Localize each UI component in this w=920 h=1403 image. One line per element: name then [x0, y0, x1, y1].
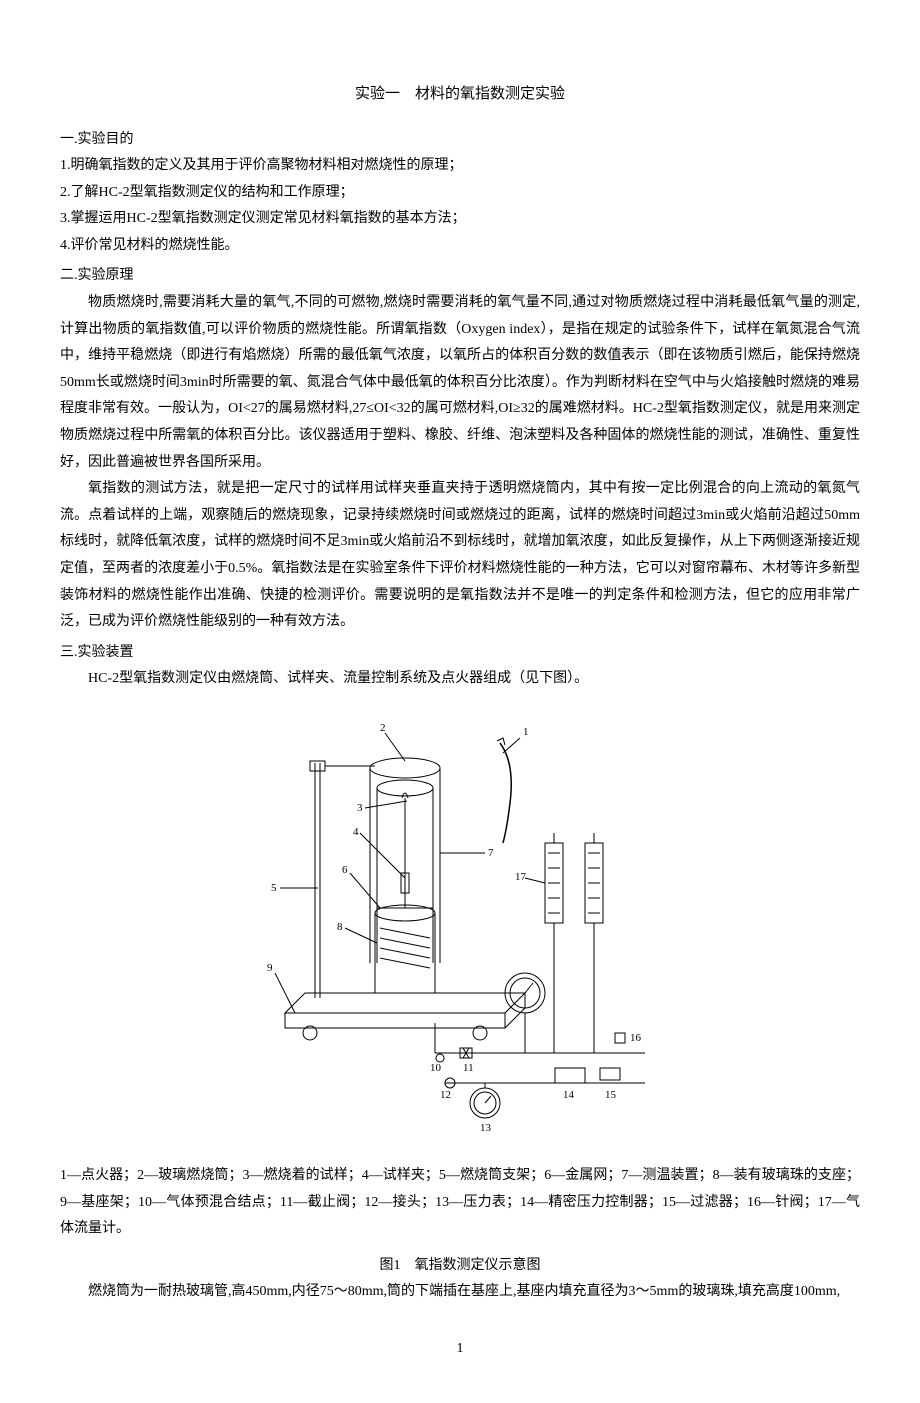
label-12: 12 [440, 1089, 451, 1101]
label-11: 11 [463, 1062, 474, 1074]
figure-title: 图1 氧指数测定仪示意图 [60, 1253, 860, 1280]
figure-caption-list: 1—点火器；2—玻璃燃烧筒；3—燃烧着的试样；4—试样夹；5—燃烧筒支架；6—金… [60, 1163, 860, 1243]
section3-heading: 三.实验装置 [60, 640, 860, 667]
objective-item: 4.评价常见材料的燃烧性能。 [60, 233, 860, 260]
label-7: 7 [488, 847, 494, 859]
objective-item: 1.明确氧指数的定义及其用于评价高聚物材料相对燃烧性的原理； [60, 153, 860, 180]
label-17: 17 [515, 871, 527, 883]
label-14: 14 [563, 1089, 575, 1101]
label-10: 10 [430, 1062, 442, 1074]
label-3: 3 [357, 802, 363, 814]
principle-para2: 氧指数的测试方法，就是把一定尺寸的试样用试样夹垂直夹持于透明燃烧筒内，其中有按一… [60, 476, 860, 636]
document-title: 实验一 材料的氧指数测定实验 [60, 80, 860, 109]
label-8: 8 [337, 921, 343, 933]
label-13: 13 [480, 1122, 492, 1134]
label-5: 5 [271, 882, 277, 894]
label-1: 1 [523, 726, 529, 738]
label-9: 9 [267, 962, 273, 974]
apparatus-diagram: 1 2 3 4 5 6 7 8 9 10 11 12 13 14 15 16 1… [245, 713, 675, 1143]
principle-para1: 物质燃烧时,需要消耗大量的氧气,不同的可燃物,燃烧时需要消耗的氧气量不同,通过对… [60, 290, 860, 476]
objective-item: 3.掌握运用HC-2型氧指数测定仪测定常见材料氧指数的基本方法； [60, 206, 860, 233]
label-2: 2 [380, 722, 386, 734]
label-15: 15 [605, 1089, 617, 1101]
label-4: 4 [353, 826, 359, 838]
apparatus-intro: HC-2型氧指数测定仪由燃烧筒、试样夹、流量控制系统及点火器组成（见下图）。 [60, 666, 860, 693]
label-6: 6 [342, 864, 348, 876]
label-16: 16 [630, 1032, 642, 1044]
page-number: 1 [60, 1336, 860, 1363]
section2-heading: 二.实验原理 [60, 263, 860, 290]
figure-container: 1 2 3 4 5 6 7 8 9 10 11 12 13 14 15 16 1… [245, 713, 675, 1143]
objective-item: 2.了解HC-2型氧指数测定仪的结构和工作原理； [60, 180, 860, 207]
section1-heading: 一.实验目的 [60, 127, 860, 154]
